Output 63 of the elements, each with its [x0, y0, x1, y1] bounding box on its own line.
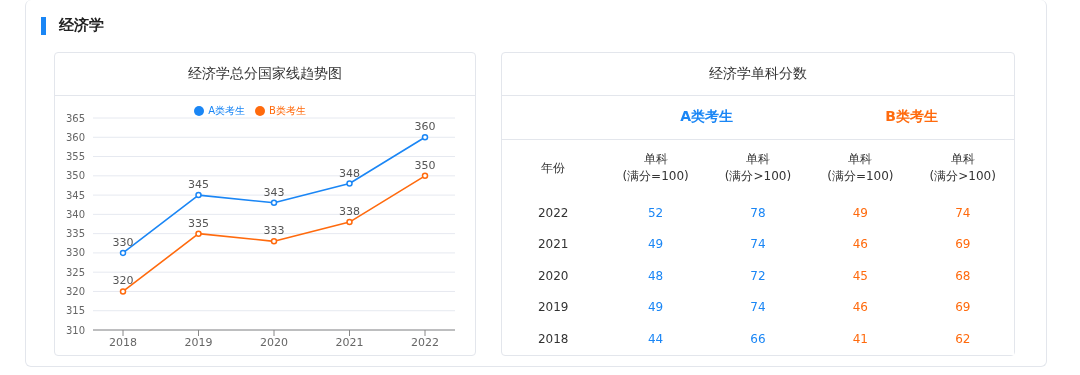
y-tick-label: 2019 — [536, 299, 570, 317]
data-label: 333 — [263, 224, 285, 238]
y-tick-label: 345 — [65, 189, 85, 201]
data-label: 46 — [809, 228, 912, 260]
data-label: 348 — [339, 166, 360, 180]
data-label: 338 — [339, 205, 360, 219]
data-label: 49 — [809, 197, 912, 229]
x-tick-label: 2018 — [109, 335, 137, 349]
text: 经济学 — [58, 16, 104, 35]
legend-label: A类考生 — [208, 105, 245, 116]
data-label: 330 — [112, 235, 134, 249]
y-tick-label: 320 — [65, 286, 85, 297]
y-tick-label: 2020 — [536, 267, 570, 285]
x-tick-label: 2019 — [184, 335, 213, 349]
data-label: 74 — [706, 228, 810, 260]
y-tick-label: 365 — [65, 112, 85, 124]
text: B类考生 — [884, 107, 939, 127]
data-label: 69 — [911, 291, 1014, 323]
data-label: 44 — [604, 323, 707, 355]
y-axis-title: 年份 — [540, 159, 567, 177]
text: A类考生 — [679, 107, 735, 127]
data-label: 343 — [263, 185, 285, 199]
data-label: 46 — [809, 291, 912, 323]
y-tick-label: 2021 — [536, 236, 570, 254]
data-label: 52 — [604, 197, 707, 229]
data-label: 72 — [706, 260, 810, 292]
data-label: 66 — [706, 323, 810, 355]
y-tick-label: 335 — [65, 228, 85, 240]
chart-title: 经济学单科分数 — [502, 53, 1014, 96]
data-label: 62 — [911, 323, 1014, 355]
x-tick-label: 单科 (满分>100) — [723, 151, 793, 186]
y-tick-label: 2022 — [536, 204, 570, 222]
data-label: 360 — [414, 120, 436, 134]
data-label: 69 — [911, 228, 1014, 260]
data-label: 345 — [188, 178, 209, 192]
x-tick-label: 单科 (满分=100) — [826, 151, 895, 186]
x-tick-label: 2021 — [335, 335, 364, 349]
data-label: 350 — [414, 158, 436, 172]
data-label: 49 — [604, 291, 707, 323]
data-label: 74 — [706, 291, 810, 323]
data-label: 45 — [809, 260, 912, 292]
x-tick-label: 2022 — [411, 335, 439, 349]
data-label: 68 — [911, 260, 1014, 292]
y-tick-label: 360 — [65, 131, 85, 143]
y-tick-label: 340 — [65, 208, 85, 220]
y-tick-label: 350 — [65, 170, 85, 182]
chart-title: 经济学总分国家线趋势图 — [55, 53, 475, 96]
data-label: 41 — [809, 323, 912, 355]
data-label: 48 — [604, 260, 707, 292]
y-tick-label: 355 — [65, 151, 85, 163]
x-tick-label: 单科 (满分=100) — [621, 151, 690, 186]
data-label: 78 — [706, 197, 810, 229]
y-tick-label: 315 — [65, 305, 85, 317]
data-label: 335 — [188, 216, 209, 230]
x-tick-label: 2020 — [260, 335, 288, 349]
x-tick-label: 单科 (满分>100) — [928, 151, 997, 186]
data-label: 49 — [604, 228, 707, 260]
y-tick-label: 330 — [65, 247, 85, 259]
data-label: 320 — [112, 274, 134, 288]
y-tick-label: 325 — [65, 266, 85, 278]
data-label: 74 — [911, 197, 1014, 229]
y-tick-label: 310 — [65, 324, 85, 336]
legend-label: B类考生 — [268, 105, 306, 116]
